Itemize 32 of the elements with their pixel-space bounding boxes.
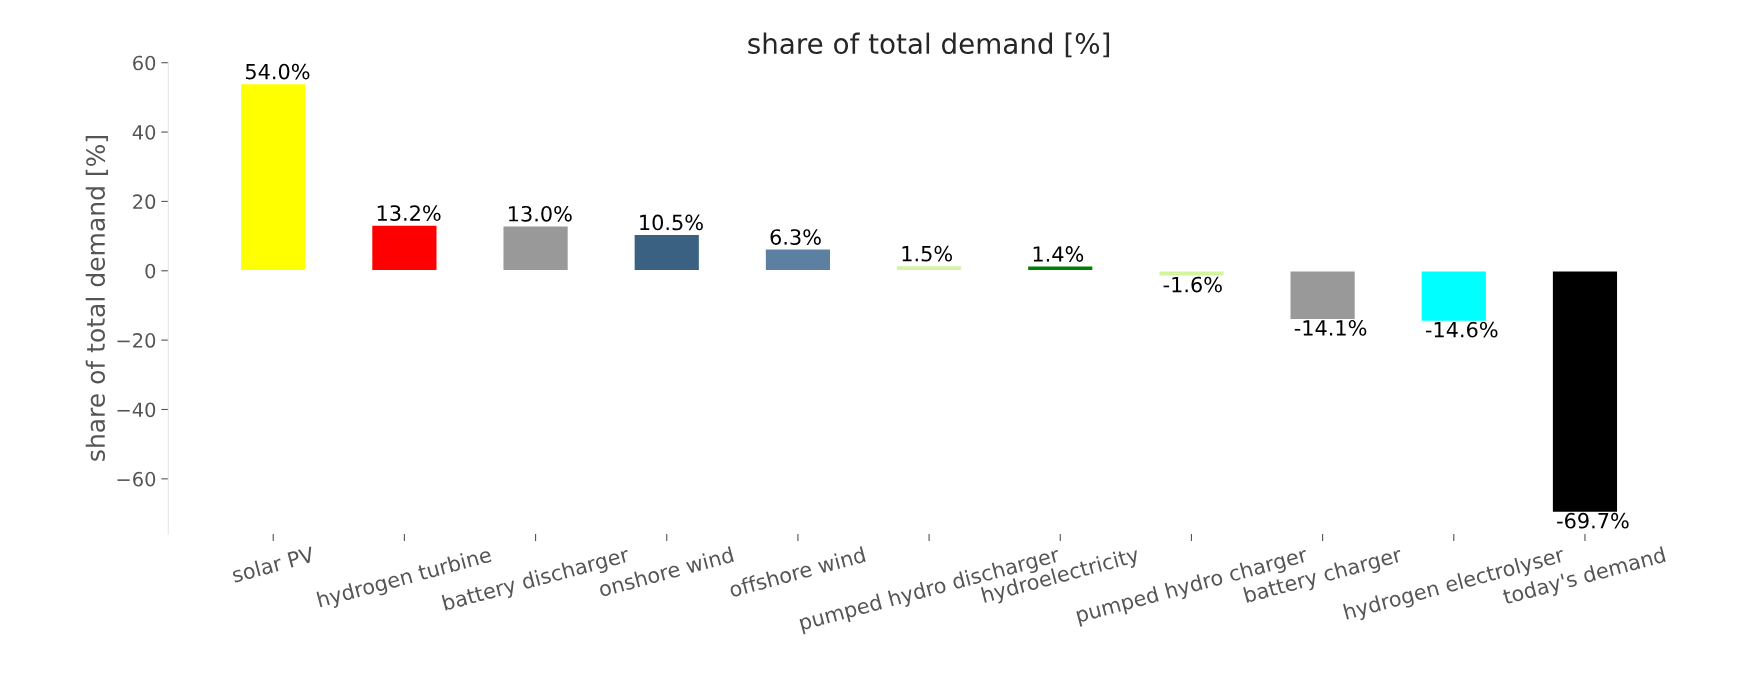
data-label: -1.6% — [1163, 276, 1222, 293]
data-label: 54.0% — [245, 63, 310, 80]
y-axis-title: share of total demand [%] — [85, 136, 108, 461]
data-label: 10.5% — [640, 214, 703, 231]
data-label: 6.3% — [770, 229, 821, 245]
bar — [895, 264, 963, 272]
y-tick-label: 0 — [145, 263, 156, 279]
bar — [633, 233, 701, 272]
data-label: 1.4% — [1033, 246, 1084, 262]
bar — [1289, 270, 1357, 321]
y-tick-label: −20 — [117, 333, 156, 348]
data-label: 13.2% — [377, 205, 441, 221]
data-label: -14.1% — [1294, 320, 1367, 336]
bar — [1157, 270, 1225, 278]
y-tick-label: 20 — [133, 194, 156, 210]
data-label: 1.5% — [902, 245, 953, 262]
bar — [239, 82, 307, 272]
y-tick-label: 60 — [133, 55, 156, 71]
bar — [370, 224, 438, 272]
y-tick-label: −60 — [117, 471, 156, 487]
data-label: 13.0% — [509, 205, 572, 222]
chart-title: share of total demand [%] — [748, 32, 1110, 58]
data-label: -14.6% — [1425, 321, 1498, 338]
x-tick-label: solar PV — [231, 545, 316, 583]
bar — [1420, 270, 1488, 323]
y-tick-label: 40 — [132, 125, 156, 140]
bar — [1026, 265, 1094, 272]
data-label: -69.7% — [1557, 512, 1629, 529]
bar — [764, 248, 832, 272]
bar — [1551, 270, 1619, 514]
bar — [502, 224, 570, 272]
y-tick-label: −40 — [117, 402, 156, 418]
